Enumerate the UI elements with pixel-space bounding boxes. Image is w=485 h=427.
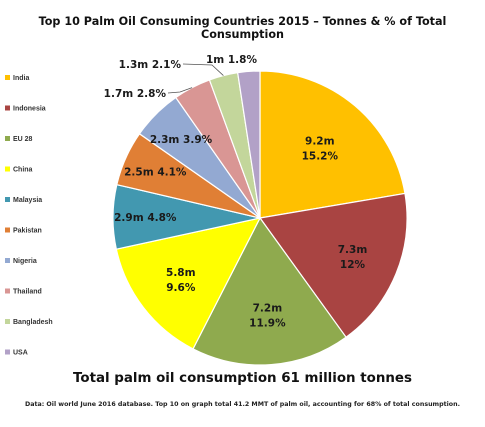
legend-swatch-india xyxy=(5,75,10,80)
leader-lines xyxy=(167,63,224,94)
legend-label-india: India xyxy=(13,75,29,82)
slice-percent-label-china: 9.6% xyxy=(166,282,196,294)
legend-swatch-indonesia xyxy=(5,105,10,111)
chart-title: Top 10 Palm Oil Consuming Countries 2015… xyxy=(38,15,447,41)
legend-swatch-usa xyxy=(5,349,10,355)
slice-labels: 9.2m 15.2% 7.3m 12% 7.2m 11.9% 5.8m 9.6% 2.9m 4.… xyxy=(104,54,368,330)
legend-label-indonesia: Indonesia xyxy=(13,106,46,113)
legend-label-usa: USA xyxy=(13,350,28,357)
pie-slice-india xyxy=(259,70,406,219)
legend-label-pakistan: Pakistan xyxy=(13,228,42,235)
slice-value-label-eu-28: 7.2m xyxy=(253,303,283,315)
legend: India Indonesia EU 28 China Malaysia Pakistan… xyxy=(5,75,53,357)
pie-slice-indonesia xyxy=(258,192,408,339)
slice-value-label-india: 9.2m xyxy=(305,135,335,147)
legend-swatch-pakistan xyxy=(5,227,10,233)
slice-percent-label-eu-28: 11.9% xyxy=(249,318,286,330)
total-consumption-label: Total palm oil consumption 61 million to… xyxy=(73,371,412,386)
pie-slice-usa xyxy=(236,70,261,219)
legend-swatch-china xyxy=(5,166,10,172)
legend-swatch-bangladesh xyxy=(5,319,10,324)
source-note: Data: Oil world June 2016 database. Top … xyxy=(24,401,460,408)
legend-label-eu-28: EU 28 xyxy=(13,136,33,143)
legend-swatch-malaysia xyxy=(5,197,10,202)
leader-line-bangladesh xyxy=(182,63,224,76)
legend-label-china: China xyxy=(13,167,33,174)
slice-label-nigeria: 2.3m 3.9% xyxy=(150,134,213,146)
pie-slices xyxy=(112,70,408,366)
legend-label-bangladesh: Bangladesh xyxy=(13,319,53,326)
slice-value-label-china: 5.8m xyxy=(166,267,196,279)
slice-label-malaysia: 2.9m 4.8% xyxy=(114,212,177,224)
slice-value-label-indonesia: 7.3m xyxy=(338,244,368,256)
legend-swatch-nigeria xyxy=(5,258,10,263)
slice-label-bangladesh: 1.3m 2.1% xyxy=(119,59,182,71)
pie-slice-china xyxy=(115,217,262,350)
legend-label-malaysia: Malaysia xyxy=(13,197,42,204)
slice-percent-label-indonesia: 12% xyxy=(340,259,366,271)
legend-swatch-thailand xyxy=(5,288,10,294)
slice-label-thailand: 1.7m 2.8% xyxy=(104,88,167,100)
slice-percent-label-india: 15.2% xyxy=(302,150,339,162)
leader-line-thailand xyxy=(167,87,193,94)
pie-slice-eu-28 xyxy=(192,216,347,366)
legend-label-nigeria: Nigeria xyxy=(13,258,37,265)
slice-label-usa: 1m 1.8% xyxy=(206,54,258,66)
slice-label-pakistan: 2.5m 4.1% xyxy=(124,166,187,178)
legend-label-thailand: Thailand xyxy=(13,289,42,296)
legend-swatch-eu-28 xyxy=(5,136,10,141)
